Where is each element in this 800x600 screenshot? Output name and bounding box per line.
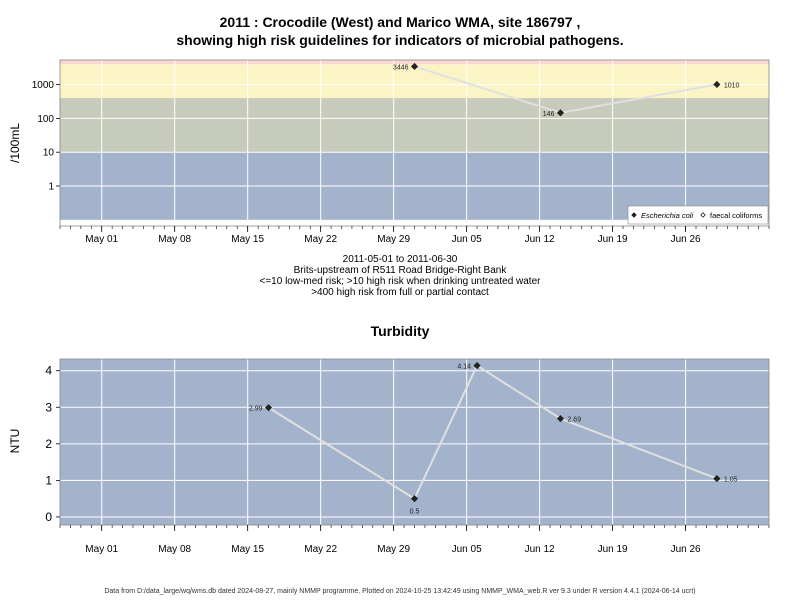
turbidity-data-label: 2.69: [567, 417, 581, 424]
y-tick-label: 1: [45, 473, 52, 487]
ecoli-data-point: [713, 80, 721, 89]
x-tick-label: May 29: [377, 544, 410, 555]
x-tick-label: Jun 26: [671, 234, 701, 245]
legend-marker-ecoli: [631, 212, 637, 218]
turbidity-chart-title: Turbidity: [370, 323, 430, 339]
x-tick-label: Jun 05: [452, 234, 482, 245]
x-tick-label: Jun 19: [598, 234, 628, 245]
y-tick-label: 10: [43, 148, 55, 159]
turbidity-data-label: 1.05: [724, 477, 738, 484]
ecoli-data-point: [556, 109, 565, 117]
y-tick-label: 1: [48, 182, 54, 193]
x-tick-label: May 08: [158, 544, 191, 555]
x-tick-label: May 22: [304, 544, 337, 555]
risk-guideline-contact: >400 high risk from full or partial cont…: [311, 287, 489, 298]
y-tick-label: 1000: [32, 80, 55, 91]
x-tick-label: Jun 26: [671, 544, 701, 555]
date-range-label: 2011-05-01 to 2011-06-30: [342, 254, 458, 265]
turbidity-data-point: [473, 362, 481, 370]
y-tick-label: 0: [45, 510, 52, 524]
x-tick-label: May 08: [158, 234, 191, 245]
turbidity-data-label: 0.5: [410, 509, 420, 516]
y-tick-label: 100: [37, 114, 54, 125]
x-tick-label: Jun 05: [452, 544, 482, 555]
ecoli-data-label: 3446: [393, 64, 409, 71]
legend-marker-faecal: [700, 212, 706, 218]
turbidity-data-point: [264, 404, 273, 412]
x-tick-label: May 15: [231, 544, 264, 555]
x-tick-label: May 22: [304, 234, 337, 245]
chart-title-line-1: 2011 : Crocodile (West) and Marico WMA, …: [219, 14, 581, 30]
x-tick-label: May 01: [85, 234, 118, 245]
x-tick-label: May 15: [231, 234, 264, 245]
x-tick-label: May 01: [85, 544, 118, 555]
x-tick-label: Jun 19: [598, 544, 628, 555]
turbidity-data-label: 2.99: [249, 406, 263, 413]
risk-band-1: [60, 98, 769, 153]
ecoli-data-label: 146: [543, 111, 555, 118]
x-tick-label: Jun 12: [525, 234, 555, 245]
legend-label-ecoli: Escherichia coli: [641, 211, 693, 220]
chart-title-line-2: showing high risk guidelines for indicat…: [176, 32, 624, 48]
turbidity-data-point: [410, 495, 419, 503]
ecoli-data-point: [410, 62, 419, 71]
legend-box: [627, 205, 769, 225]
footer-note: Data from D:/data_large/wq/wms.db dated …: [104, 588, 696, 595]
turbidity-data-label: 4.14: [457, 364, 471, 371]
risk-guideline-drinking: <=10 low-med risk; >10 high risk when dr…: [259, 276, 541, 287]
ecoli-data-label: 1010: [724, 82, 740, 89]
y-tick-label: 4: [45, 364, 52, 378]
x-tick-label: Jun 12: [525, 544, 555, 555]
legend-label-faecal: faecal coliforms: [710, 211, 762, 220]
x-tick-label: May 29: [377, 234, 410, 245]
turbidity-data-point: [713, 474, 721, 483]
y-tick-label: 3: [45, 400, 52, 414]
y-tick-label: 2: [45, 437, 52, 451]
site-description: Brits-upstream of R511 Road Bridge-Right…: [293, 265, 507, 276]
turbidity-data-point: [556, 415, 565, 423]
risk-band-3: [60, 60, 769, 65]
